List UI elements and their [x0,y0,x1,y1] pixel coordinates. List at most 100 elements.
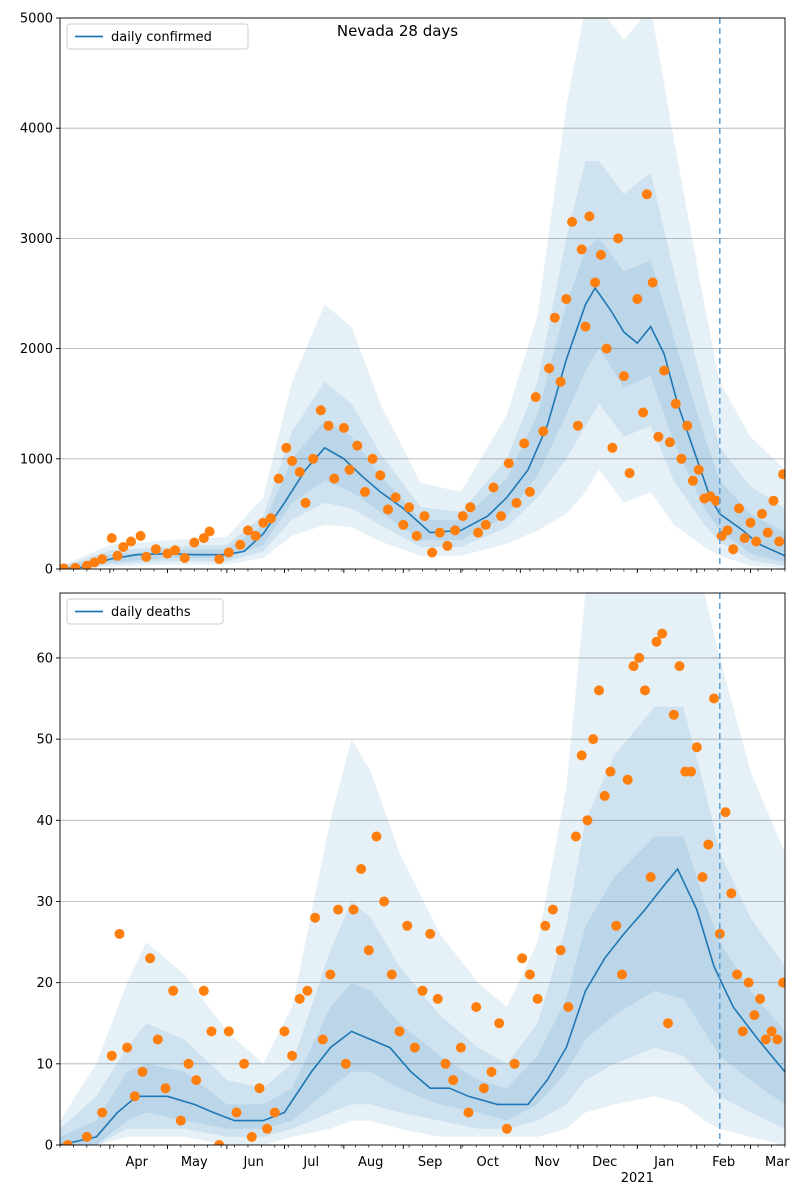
plot-area [60,18,785,569]
y-tick-label: 0 [45,563,53,578]
data-point [223,547,234,558]
data-point [81,560,92,569]
data-point [580,321,591,332]
data-point [258,517,269,528]
data-point [243,525,253,536]
data-point [757,508,767,519]
data-point [691,742,702,753]
chart-panel-1: 0 10 20 30 40 50 60 Apr May Jun Jul Aug Sep Oct Nov Dec… [36,592,790,1186]
data-point [106,1050,117,1061]
data-point [390,492,401,503]
data-point [273,473,284,484]
data-point [538,426,549,437]
data-point [766,1026,777,1037]
uncertainty-band-0 [60,593,785,1145]
data-point [250,530,261,541]
data-point [375,470,386,481]
data-point [170,545,181,556]
data-point [112,550,123,561]
data-point [214,554,225,565]
data-point [519,438,530,449]
data-point [632,294,643,304]
data-point [755,993,766,1004]
data-point [613,233,624,244]
data-point [640,685,650,696]
data-point [463,1107,474,1118]
data-point [383,504,393,515]
data-point [338,422,349,433]
data-point [749,1010,760,1021]
data-point [645,872,656,883]
data-point [760,1034,771,1045]
data-point [720,807,731,818]
data-point [168,985,179,996]
data-point [576,750,587,761]
data-point [584,211,595,222]
data-point [501,1123,512,1134]
data-point [517,953,528,964]
uncertainty-band-2 [60,238,785,569]
data-point [432,993,443,1004]
data-point [659,365,670,376]
data-point [417,985,428,996]
data-point [294,467,305,477]
data-point [152,1034,163,1045]
data-point [572,420,583,431]
data-point [774,536,785,547]
x-year-label: 2021 [621,1171,654,1186]
y-tick-label: 20 [36,976,53,991]
data-point [427,547,438,558]
data-point [588,734,599,745]
legend: daily confirmed [66,23,249,50]
data-point [734,503,744,514]
data-point [618,371,629,382]
chart-title: Nevada 28 days [337,22,458,40]
data-point [106,533,117,544]
data-point [160,1083,171,1094]
data-point [363,945,374,956]
data-point [638,407,649,418]
data-point [524,969,535,980]
y-tick-label: 50 [36,733,53,748]
data-point [189,537,200,548]
data-point [676,453,687,464]
data-point [471,1002,482,1012]
y-tick-label: 30 [36,895,53,910]
y-tick-label: 40 [36,814,53,829]
data-point [647,277,658,288]
data-point [703,839,714,850]
data-point [425,928,436,939]
data-point [601,343,612,354]
data-point [739,533,750,544]
data-point [455,1042,466,1053]
data-point [126,536,136,547]
data-point [709,693,719,704]
x-tick-label: Apr [125,1155,148,1170]
data-point [687,475,698,486]
data-point [772,1034,783,1045]
data-point [183,1058,194,1069]
y-tick-label: 4000 [20,122,53,137]
data-point [576,244,587,255]
x-tick-label: Oct [476,1155,498,1170]
x-tick-label: Jan [653,1155,674,1170]
data-point [486,1066,497,1077]
data-point [722,525,733,536]
data-point [329,473,340,484]
y-tick-label: 3000 [20,232,53,247]
data-point [179,553,190,563]
chart-panel-0: 0 1000 2000 3000 4000 5000 Nevada 28 days daily… [20,12,786,578]
data-point [634,652,645,663]
data-point [150,544,161,555]
data-point [540,920,551,931]
data-point [141,551,152,562]
data-point [323,420,334,431]
data-point [651,636,662,647]
data-point [317,1034,328,1045]
x-tick-label: Jul [302,1155,319,1170]
y-tick-label: 60 [36,651,53,666]
y-tick-label: 5000 [20,12,53,27]
data-point [555,376,566,387]
data-point [269,1107,280,1118]
